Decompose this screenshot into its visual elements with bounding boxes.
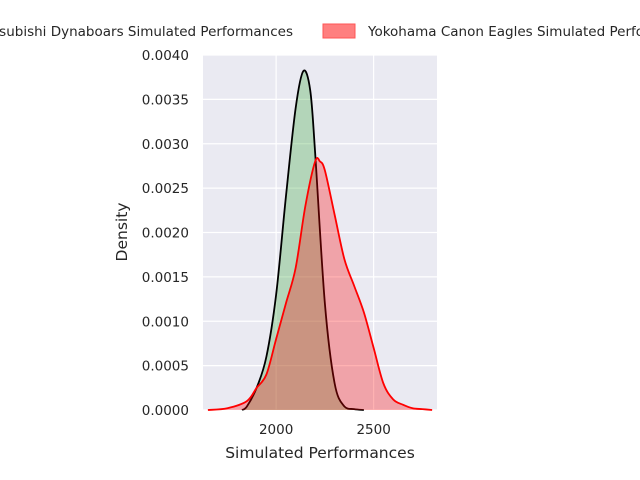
y-tick-label: 0.0005 — [142, 359, 189, 375]
x-tick-label: 2500 — [356, 422, 390, 438]
legend-swatch-series-2 — [322, 23, 356, 39]
y-tick-label: 0.0040 — [142, 48, 189, 64]
y-tick-label: 0.0015 — [142, 270, 189, 286]
x-tick-label: 2000 — [259, 422, 293, 438]
y-tick-label: 0.0000 — [142, 403, 189, 419]
y-tick-label: 0.0030 — [142, 137, 189, 153]
series-2-area — [207, 157, 433, 410]
y-axis-label: Density — [113, 203, 131, 262]
y-tick-label: 0.0035 — [142, 92, 189, 108]
legend-label-series-2: Yokohama Canon Eagles Simulated Performa… — [367, 24, 640, 40]
legend-label-series-1: Kobelco Kobe Steelers/Mitsubishi Dynaboa… — [0, 24, 293, 40]
series-1-line — [241, 69, 364, 411]
y-tick-label: 0.0010 — [142, 314, 189, 330]
y-tick-label: 0.0020 — [142, 226, 189, 242]
x-axis-label: Simulated Performances — [225, 444, 415, 462]
density-series — [207, 69, 433, 411]
y-tick-label: 0.0025 — [142, 181, 189, 197]
y-tick-labels: 0.0000 0.0005 0.0010 0.0015 0.0020 0.0025 0.00… — [142, 48, 189, 419]
legend: Kobelco Kobe Steelers/Mitsubishi Dynaboa… — [0, 23, 640, 40]
x-tick-labels: 2000 2500 — [259, 422, 391, 438]
series-2-line — [207, 156, 433, 411]
